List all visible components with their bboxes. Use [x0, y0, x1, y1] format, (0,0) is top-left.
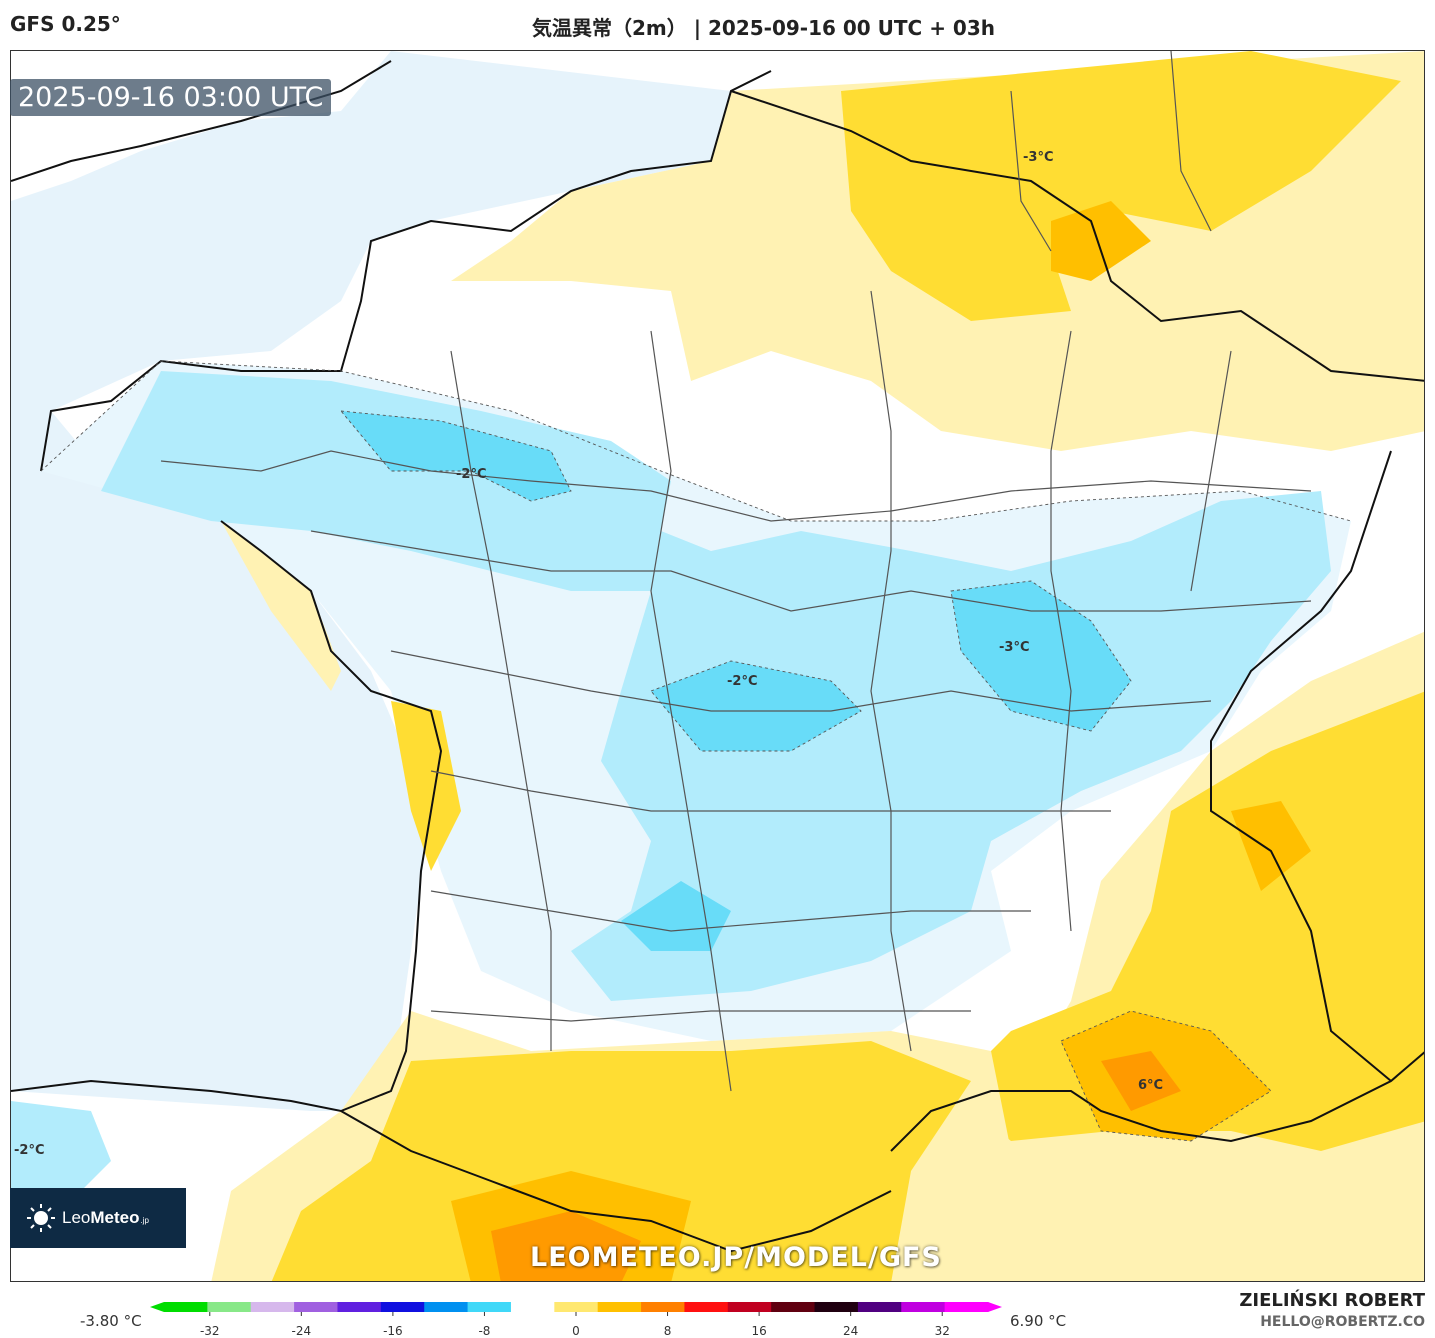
sun-icon [27, 1204, 55, 1232]
colorbar: -32 -24 -16 -8 0 8 16 24 32 [150, 1302, 1002, 1338]
cool-zone-3d [621, 881, 731, 951]
colorbar-segment [164, 1302, 208, 1312]
colorbar-min-arrow [150, 1302, 164, 1312]
warm-zone-ne-3 [1051, 201, 1151, 281]
colorbar-segment [294, 1302, 338, 1312]
colorbar-segment [727, 1302, 772, 1312]
colorbar-tick-label: 32 [935, 1324, 950, 1338]
colorbar-tick-label: -8 [478, 1324, 490, 1338]
colorbar-max-label: 6.90 °C [1010, 1312, 1067, 1330]
author-credit: ZIELIŃSKI ROBERT [1239, 1290, 1425, 1311]
warm-zone-ne-2 [841, 51, 1401, 321]
colorbar-segment [771, 1302, 816, 1312]
colorbar-tick-label: -16 [383, 1324, 403, 1338]
cool-zone-spain [11, 1101, 111, 1201]
watermark-url: LEOMETEO.JP/MODEL/GFS [530, 1242, 942, 1273]
warm-zone-sw-4 [491, 1211, 641, 1281]
colorbar-tick-label: 24 [843, 1324, 858, 1338]
map-panel: -3°C -2°C -3°C -2°C 6°C -2°C [10, 50, 1425, 1282]
colorbar-segment [684, 1302, 729, 1312]
warm-zone-sw-2 [271, 1041, 971, 1281]
contour-label: -3°C [1023, 150, 1053, 165]
colorbar-segment [207, 1302, 252, 1312]
cool-zone-3c [651, 661, 861, 751]
colorbar-segment [814, 1302, 859, 1312]
colorbar-segment [380, 1302, 425, 1312]
colorbar-segment [901, 1302, 946, 1312]
cool-zone-3a [341, 411, 571, 501]
colorbar-segment [337, 1302, 382, 1312]
colorbar-segment [944, 1302, 989, 1312]
colorbar-tick-label: -24 [292, 1324, 312, 1338]
contour-label: -2°C [456, 467, 486, 482]
brand-name: LeoMeteo.jp [62, 1208, 149, 1227]
warm-zone-se-4 [1101, 1051, 1181, 1111]
chart-title: 気温異常（2m） | 2025-09-16 00 UTC + 03h [532, 16, 995, 40]
author-email: HELLO@ROBERTZ.CO [1260, 1314, 1425, 1330]
colorbar-segment [857, 1302, 902, 1312]
colorbar-tick-label: 16 [751, 1324, 766, 1338]
department-borders [160, 51, 1312, 1092]
colorbar-segment [250, 1302, 295, 1312]
contour-label: -2°C [727, 674, 757, 689]
warm-zone-se-2 [951, 691, 1424, 1151]
colorbar-tick-label: 0 [572, 1324, 580, 1338]
cool-zone-3b [951, 581, 1131, 731]
colorbar-segment [641, 1302, 685, 1312]
colorbar-segment [597, 1302, 642, 1312]
colorbar-min-label: -3.80 °C [80, 1312, 142, 1330]
colorbar-tick-label: -32 [200, 1324, 220, 1338]
colorbar-segment [424, 1302, 469, 1312]
colorbar-tick-label: 8 [664, 1324, 672, 1338]
warm-strip-coast [221, 521, 341, 691]
uk-coastline [11, 60, 392, 182]
valid-time-badge: 2025-09-16 03:00 UTC [10, 79, 332, 116]
contour-label: 6°C [1138, 1078, 1163, 1093]
coastline [11, 70, 1424, 1152]
colorbar-max-arrow [988, 1302, 1002, 1312]
model-label: GFS 0.25° [10, 12, 121, 36]
colorbar-segment [467, 1302, 512, 1312]
brand-logo: LeoMeteo.jp [10, 1188, 186, 1248]
national-borders [340, 90, 1424, 1253]
contour-label: -2°C [14, 1143, 44, 1158]
warm-strip-gironde [391, 701, 461, 871]
colorbar-segment [510, 1302, 555, 1312]
warm-zone-se-5 [1231, 801, 1311, 891]
contour-label: -3°C [999, 640, 1029, 655]
colorbar-segment [554, 1302, 599, 1312]
anomaly-map: -3°C -2°C -3°C -2°C 6°C -2°C [11, 51, 1424, 1281]
